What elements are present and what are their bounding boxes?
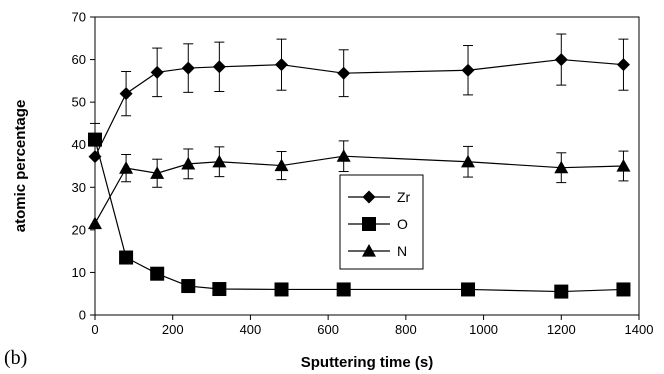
x-tick-label: 600 [317, 322, 339, 337]
legend-marker-n [362, 244, 376, 257]
data-point-n [119, 161, 134, 174]
data-point-zr [119, 87, 133, 101]
data-point-n [461, 154, 476, 168]
data-point-n [212, 154, 227, 168]
panel-label: (b) [4, 347, 27, 369]
y-tick-label: 70 [72, 10, 86, 25]
legend-label: O [397, 216, 408, 232]
data-point-zr [554, 53, 568, 67]
legend-marker-o [362, 217, 376, 231]
x-tick-label: 800 [395, 322, 417, 337]
y-axis: 0 10 20 30 40 50 60 70 [72, 10, 95, 323]
legend-label: N [397, 243, 407, 259]
y-tick-label: 40 [72, 137, 86, 152]
data-point-zr [337, 66, 351, 80]
data-point-o [119, 250, 134, 265]
x-tick-label: 1200 [547, 322, 576, 337]
y-axis-title: atomic percentage [12, 100, 29, 233]
x-tick-label: 1400 [625, 322, 654, 337]
legend: Zr ON [339, 174, 424, 270]
data-point-n [336, 149, 351, 162]
y-tick-label: 30 [72, 180, 86, 195]
series-layer [88, 33, 631, 299]
data-point-n [150, 166, 165, 179]
data-point-o [616, 282, 631, 297]
data-point-n [274, 158, 289, 172]
y-tick-label: 50 [72, 95, 86, 110]
data-point-n [616, 159, 631, 172]
legend-marker-zr [362, 190, 376, 204]
data-point-zr [616, 58, 630, 72]
data-point-n [554, 160, 569, 174]
data-point-o [461, 282, 476, 297]
data-point-zr [275, 58, 289, 72]
data-point-o [212, 282, 227, 297]
data-point-n [181, 156, 196, 170]
legend-label: Zr [397, 189, 411, 205]
x-axis-title: Sputtering time (s) [301, 354, 434, 371]
legend-box [339, 174, 424, 270]
data-point-o [88, 132, 102, 147]
x-axis: 0 200 400 600 800 1000 1200 1400 [91, 315, 653, 337]
series-n [88, 140, 631, 230]
data-point-o [150, 266, 165, 281]
data-point-o [181, 279, 196, 294]
y-tick-label: 10 [72, 265, 86, 280]
y-tick-label: 0 [79, 308, 86, 323]
data-point-o [336, 282, 351, 297]
series-line [94, 155, 624, 224]
series-o [88, 122, 631, 299]
x-tick-label: 1000 [469, 322, 498, 337]
series-line [94, 139, 624, 293]
data-point-zr [150, 65, 164, 79]
y-tick-label: 60 [72, 52, 86, 67]
data-point-zr [181, 61, 195, 75]
x-tick-label: 200 [162, 322, 184, 337]
series-zr [88, 33, 630, 164]
data-point-zr [461, 63, 475, 77]
data-point-n [88, 216, 102, 230]
data-point-zr [212, 60, 226, 74]
data-point-o [554, 284, 569, 299]
data-point-o [274, 282, 289, 297]
x-tick-label: 400 [240, 322, 262, 337]
series-line [94, 58, 624, 157]
x-tick-label: 0 [91, 322, 98, 337]
y-tick-label: 20 [72, 222, 86, 237]
